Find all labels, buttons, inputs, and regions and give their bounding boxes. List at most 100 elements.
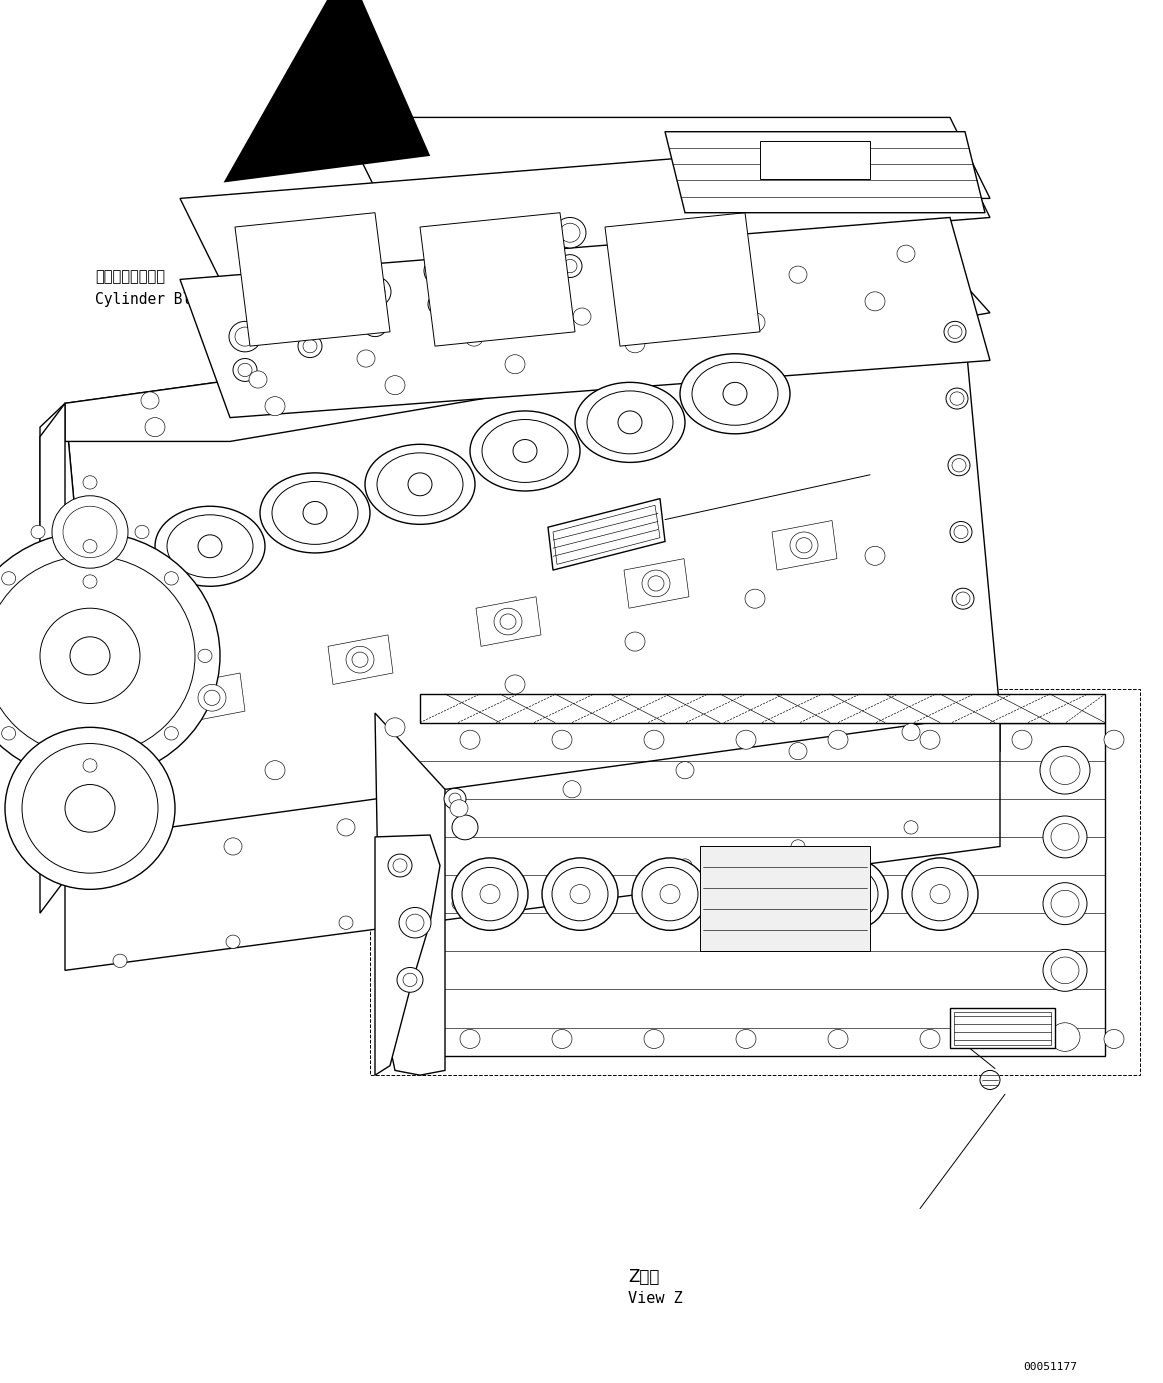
Ellipse shape bbox=[365, 444, 475, 524]
Circle shape bbox=[573, 308, 591, 325]
Circle shape bbox=[65, 784, 115, 833]
Circle shape bbox=[736, 730, 756, 750]
Circle shape bbox=[495, 242, 515, 261]
Circle shape bbox=[110, 857, 129, 874]
Circle shape bbox=[352, 651, 368, 667]
Circle shape bbox=[452, 857, 528, 931]
Polygon shape bbox=[605, 213, 759, 346]
Polygon shape bbox=[65, 279, 990, 441]
Circle shape bbox=[450, 799, 468, 817]
Polygon shape bbox=[65, 714, 1000, 971]
Polygon shape bbox=[665, 131, 985, 213]
Circle shape bbox=[1104, 730, 1123, 750]
Ellipse shape bbox=[692, 362, 778, 425]
Ellipse shape bbox=[155, 506, 265, 586]
Circle shape bbox=[347, 646, 374, 674]
Circle shape bbox=[902, 857, 978, 931]
Polygon shape bbox=[235, 213, 390, 346]
Circle shape bbox=[408, 473, 431, 495]
Circle shape bbox=[732, 867, 789, 921]
Circle shape bbox=[952, 588, 973, 609]
Circle shape bbox=[828, 730, 848, 750]
Circle shape bbox=[956, 592, 970, 606]
Circle shape bbox=[1012, 1029, 1032, 1048]
Circle shape bbox=[865, 546, 885, 566]
Circle shape bbox=[461, 730, 480, 750]
Ellipse shape bbox=[481, 419, 568, 483]
Circle shape bbox=[198, 535, 222, 557]
Circle shape bbox=[505, 354, 525, 373]
Circle shape bbox=[865, 292, 885, 311]
Circle shape bbox=[642, 867, 698, 921]
Circle shape bbox=[0, 556, 195, 757]
Circle shape bbox=[70, 636, 110, 675]
Circle shape bbox=[298, 335, 322, 358]
Circle shape bbox=[433, 297, 447, 311]
Circle shape bbox=[265, 761, 285, 780]
Circle shape bbox=[235, 326, 255, 346]
Circle shape bbox=[1051, 957, 1079, 983]
Circle shape bbox=[1, 571, 15, 585]
Circle shape bbox=[265, 397, 285, 416]
Polygon shape bbox=[40, 404, 105, 866]
Polygon shape bbox=[40, 404, 65, 913]
Circle shape bbox=[812, 857, 889, 931]
Polygon shape bbox=[340, 118, 990, 198]
Circle shape bbox=[238, 364, 252, 376]
Circle shape bbox=[424, 256, 456, 286]
Circle shape bbox=[145, 418, 165, 437]
Circle shape bbox=[52, 495, 128, 568]
Circle shape bbox=[897, 245, 915, 263]
Circle shape bbox=[625, 632, 645, 651]
Circle shape bbox=[1104, 1029, 1123, 1048]
Circle shape bbox=[644, 730, 664, 750]
Ellipse shape bbox=[167, 514, 254, 578]
Circle shape bbox=[452, 898, 466, 910]
Circle shape bbox=[399, 907, 431, 938]
Circle shape bbox=[980, 1070, 1000, 1090]
Ellipse shape bbox=[261, 473, 370, 553]
Circle shape bbox=[542, 857, 618, 931]
Circle shape bbox=[682, 288, 699, 304]
Circle shape bbox=[141, 391, 159, 409]
Circle shape bbox=[430, 261, 450, 281]
Circle shape bbox=[83, 476, 97, 490]
Circle shape bbox=[462, 867, 518, 921]
Circle shape bbox=[338, 916, 354, 929]
Circle shape bbox=[513, 440, 537, 462]
Circle shape bbox=[642, 570, 670, 597]
Text: シリンダブロック: シリンダブロック bbox=[95, 270, 165, 285]
Circle shape bbox=[1043, 816, 1087, 857]
Circle shape bbox=[561, 223, 580, 242]
Circle shape bbox=[552, 1029, 572, 1048]
Circle shape bbox=[444, 788, 466, 809]
Circle shape bbox=[554, 217, 586, 248]
Polygon shape bbox=[625, 559, 688, 609]
Circle shape bbox=[0, 532, 220, 780]
Circle shape bbox=[397, 968, 423, 992]
Polygon shape bbox=[420, 722, 1105, 1057]
Circle shape bbox=[563, 780, 582, 798]
Circle shape bbox=[63, 506, 117, 557]
Circle shape bbox=[648, 575, 664, 591]
Ellipse shape bbox=[377, 452, 463, 516]
Circle shape bbox=[83, 539, 97, 553]
Circle shape bbox=[357, 350, 374, 366]
Ellipse shape bbox=[575, 382, 685, 462]
Circle shape bbox=[950, 521, 972, 542]
Polygon shape bbox=[420, 213, 575, 346]
Circle shape bbox=[500, 614, 516, 629]
Circle shape bbox=[198, 649, 212, 662]
Circle shape bbox=[944, 321, 966, 343]
Ellipse shape bbox=[470, 411, 580, 491]
Circle shape bbox=[494, 609, 522, 635]
Ellipse shape bbox=[587, 391, 673, 454]
Polygon shape bbox=[180, 217, 990, 418]
Circle shape bbox=[1050, 1023, 1080, 1051]
Circle shape bbox=[552, 867, 608, 921]
Ellipse shape bbox=[680, 354, 790, 434]
Circle shape bbox=[449, 792, 461, 805]
Circle shape bbox=[644, 1029, 664, 1048]
Circle shape bbox=[789, 743, 807, 759]
Circle shape bbox=[558, 254, 582, 278]
